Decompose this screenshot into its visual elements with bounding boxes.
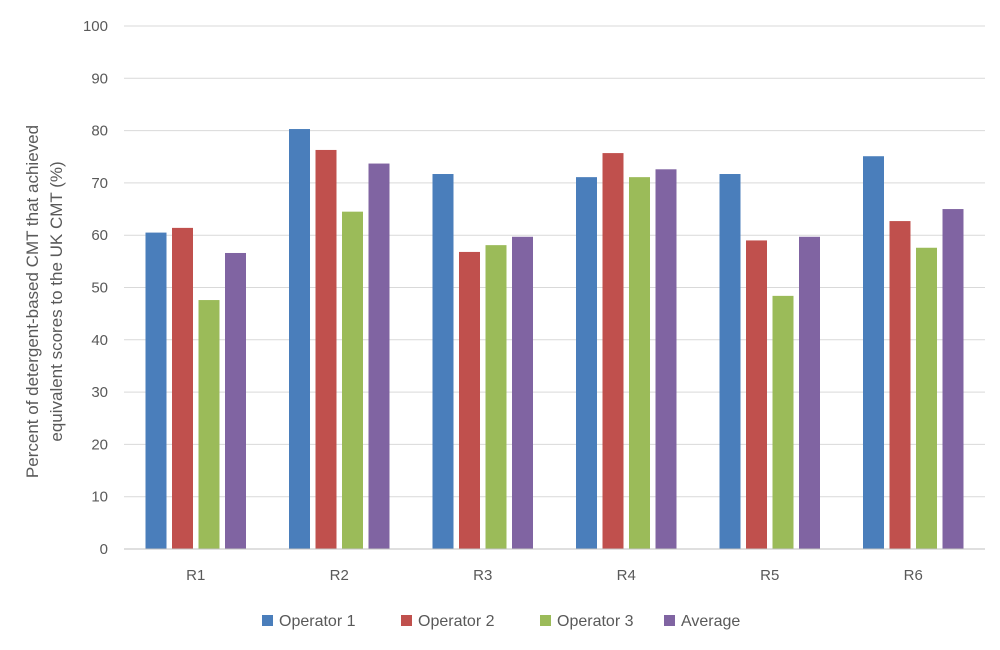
y-tick-label: 0 [100,541,108,558]
x-tick-label: R1 [186,567,205,584]
bar-r3-series-1 [432,174,454,549]
y-tick-label: 70 [91,175,108,192]
bar-r6-series-2 [889,221,911,550]
y-tick-label: 60 [91,227,108,244]
legend-swatch [262,615,273,626]
y-tick-label: 20 [91,436,108,453]
y-axis-title-line-1: Percent of detergent-based CMT that achi… [23,125,42,478]
x-axis-ticks: R1 R2 R3 R4 R5 R6 [186,567,923,584]
bar-r3-series-2 [459,251,480,549]
bar-r6-series-1 [863,156,884,550]
legend-label: Average [681,613,740,630]
bar-r5-series-3 [772,295,794,549]
x-tick-label: R5 [760,567,779,584]
legend-swatch [664,615,675,626]
bar-r1-series-2 [172,227,193,550]
x-tick-label: R4 [617,567,636,584]
bar-r5-series-2 [746,240,767,549]
bar-r5-series-1 [719,174,741,549]
y-tick-label: 10 [91,489,108,506]
bar-r2-series-2 [315,149,337,550]
bar-r4-series-2 [602,153,624,550]
legend-swatch [540,615,551,626]
bar-r2-series-1 [289,129,310,549]
bar-r4-series-3 [629,177,650,549]
bar-r2-series-3 [342,211,363,550]
legend-label: Operator 1 [279,613,356,630]
y-axis-ticks: 0 10 20 30 40 50 60 70 80 90 100 [83,18,108,558]
x-tick-label: R3 [473,567,492,584]
bar-r3-series-4 [512,236,533,550]
bar-r3-series-3 [485,245,507,549]
bar-r6-series-3 [916,247,937,549]
y-axis-title-line-2: equivalent scores to the UK CMT (%) [47,161,66,441]
gridlines [124,25,985,498]
bar-r1-series-1 [145,232,167,549]
legend: Operator 1 Operator 2 Operator 3 Average [262,613,740,630]
x-tick-label: R2 [330,567,349,584]
x-tick-label: R6 [904,567,923,584]
bar-r2-series-4 [368,163,390,549]
y-tick-label: 80 [91,123,108,140]
y-tick-label: 40 [91,332,108,349]
bars [145,129,964,550]
bar-r1-series-4 [225,252,246,549]
bar-r6-series-4 [942,209,964,550]
bar-r1-series-3 [198,300,220,549]
legend-swatch [401,615,412,626]
y-tick-label: 30 [91,384,108,401]
bar-r4-series-4 [655,169,677,549]
y-tick-label: 100 [83,18,108,35]
y-tick-label: 50 [91,280,108,297]
legend-label: Operator 2 [418,613,495,630]
bar-r4-series-1 [576,177,597,549]
legend-label: Operator 3 [557,613,634,630]
bar-r5-series-4 [799,236,820,550]
y-tick-label: 90 [91,70,108,87]
